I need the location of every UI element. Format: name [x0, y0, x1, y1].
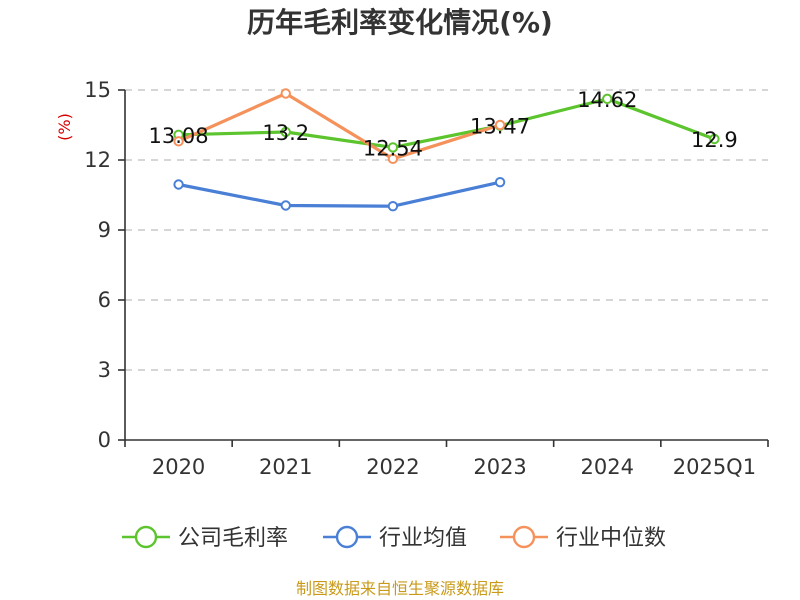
legend-marker: [512, 525, 536, 549]
data-point: [280, 200, 291, 211]
data-point: [387, 142, 399, 153]
legend-marker: [134, 525, 158, 549]
data-label: 13.2: [262, 121, 309, 145]
series-group: [173, 88, 720, 212]
data-label: 13.08: [149, 124, 209, 148]
y-tick-label: 15: [84, 78, 111, 102]
legend-label: 行业均值: [379, 526, 467, 551]
y-tick-label: 12: [84, 148, 111, 172]
legend-item-1[interactable]: 行业均值: [323, 525, 467, 551]
legend[interactable]: 公司毛利率 行业均值 行业中位数: [122, 525, 666, 551]
data-label: 12.54: [363, 136, 423, 160]
x-tick-label: 2024: [581, 455, 634, 479]
data-point: [709, 133, 720, 145]
data-point: [173, 179, 184, 190]
legend-item-2[interactable]: 行业中位数: [500, 525, 666, 551]
data-point: [494, 176, 506, 188]
x-tick-label: 2020: [152, 455, 205, 479]
series-line: [176, 91, 502, 161]
legend-label: 行业中位数: [556, 526, 666, 551]
series-2: [173, 88, 506, 165]
series-1: [173, 176, 506, 212]
y-tick-label: 3: [98, 358, 111, 382]
series-line: [176, 97, 717, 149]
data-point: [280, 126, 291, 138]
y-unit-label: (%): [55, 113, 74, 141]
data-label: 12.9: [691, 128, 738, 152]
data-point: [280, 88, 291, 99]
data-label: 13.47: [470, 115, 530, 139]
legend-item-0[interactable]: 公司毛利率: [122, 525, 288, 551]
gridlines: [125, 89, 768, 371]
data-point: [602, 93, 613, 105]
x-tick-label: 2021: [259, 455, 312, 479]
axes: 0 3 6 9 12 15 2020 2021 2022 2023 2024 2025Q1: [84, 78, 769, 479]
x-tick-label: 2022: [366, 455, 419, 479]
data-labels: 13.08 13.2 12.54 13.47 14.62 12.9: [149, 88, 738, 161]
data-point: [173, 136, 184, 147]
y-tick-label: 9: [98, 218, 111, 242]
x-tick-label: 2025Q1: [673, 455, 756, 479]
series-line: [176, 180, 502, 208]
data-point: [387, 201, 399, 212]
source-note: 制图数据来自恒生聚源数据库: [296, 579, 504, 598]
chart-title: 历年毛利率变化情况(%): [247, 6, 553, 39]
data-label: 14.62: [577, 88, 637, 112]
legend-label: 公司毛利率: [178, 526, 288, 551]
y-tick-label: 0: [98, 428, 111, 452]
data-point: [494, 119, 506, 131]
legend-marker: [335, 525, 359, 549]
data-point: [387, 153, 399, 165]
y-tick-label: 6: [98, 288, 111, 312]
x-tick-label: 2023: [473, 455, 526, 479]
